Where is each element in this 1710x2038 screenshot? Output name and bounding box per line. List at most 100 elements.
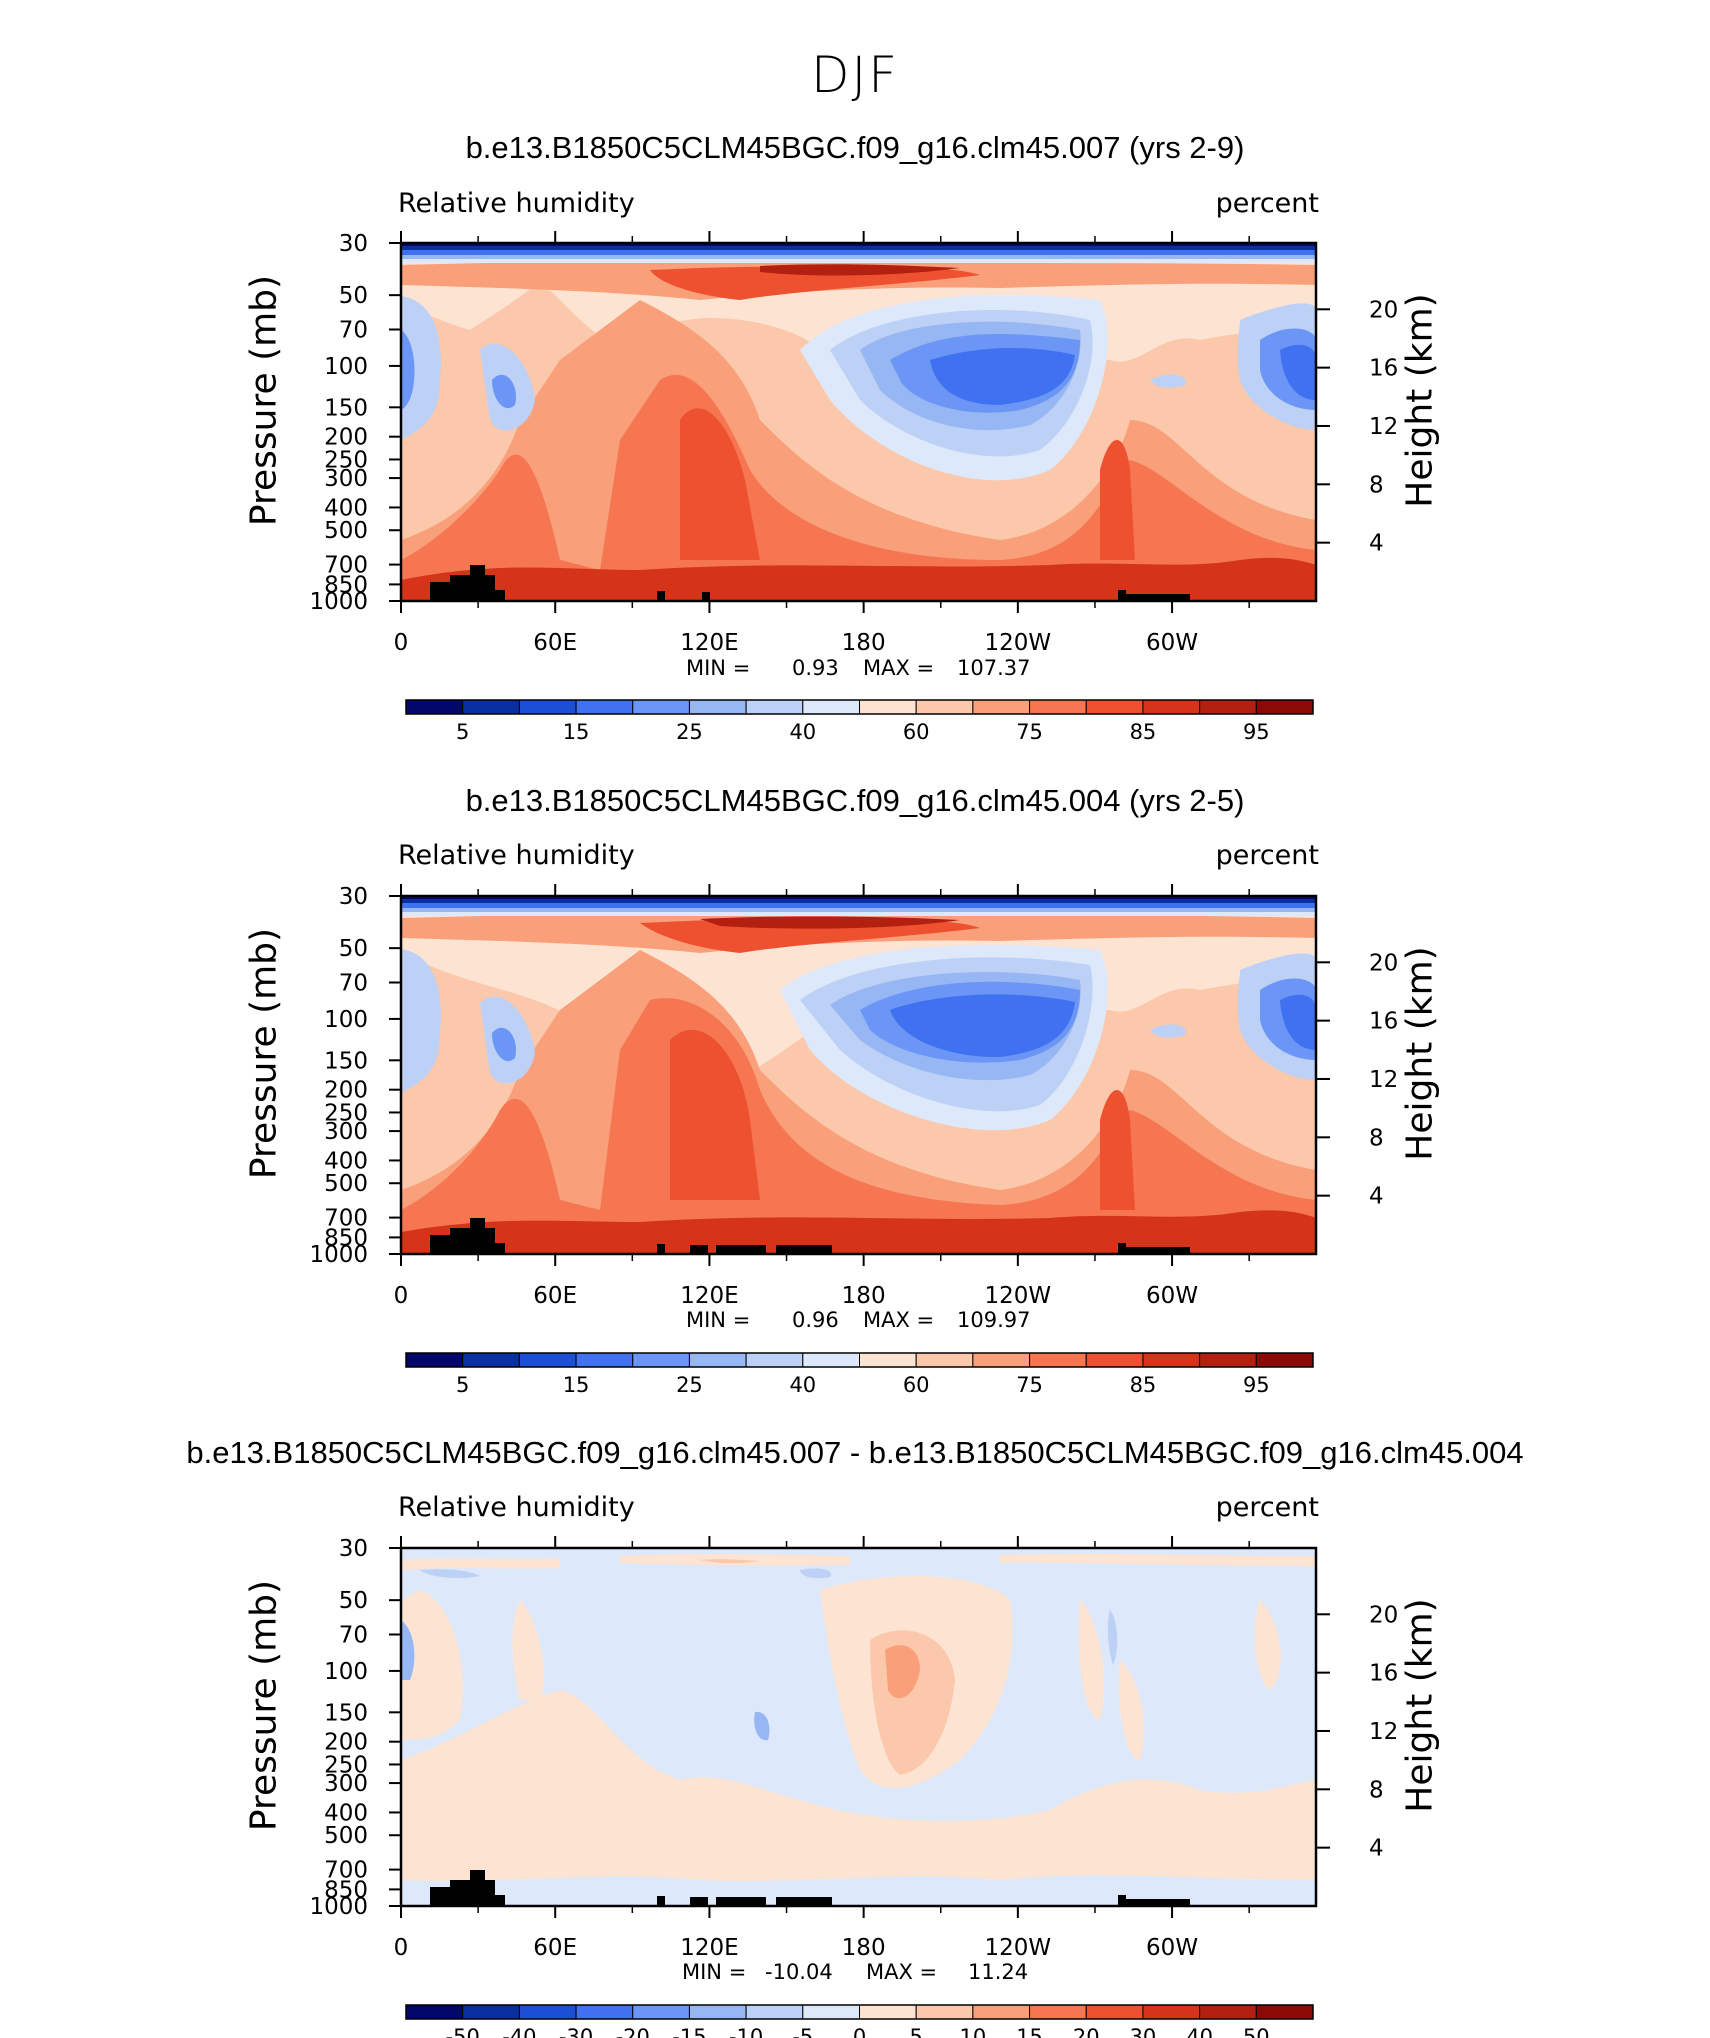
colorbar-swatch bbox=[1142, 2004, 1201, 2020]
colorbar-label: 25 bbox=[676, 720, 703, 744]
right-tick-label: 4 bbox=[1369, 1836, 1384, 1862]
y-tick-label: 70 bbox=[339, 1623, 368, 1649]
y-tick-label: 30 bbox=[339, 1536, 368, 1562]
colorbar-label: 75 bbox=[1016, 720, 1043, 744]
x-tick-label: 60W bbox=[1146, 1283, 1198, 1309]
y-tick-label: 850 bbox=[324, 572, 368, 598]
x-tick-label: 180 bbox=[842, 1935, 886, 1961]
colorbar-label: 20 bbox=[1073, 2025, 1100, 2038]
x-tick-label: 60E bbox=[533, 1283, 577, 1309]
x-tick-label: 180 bbox=[842, 1283, 886, 1309]
colorbar-swatch bbox=[575, 2004, 634, 2020]
colorbar-swatch bbox=[1199, 2004, 1257, 2020]
y-tick-label: 100 bbox=[324, 1659, 368, 1685]
y-tick-label: 200 bbox=[324, 1078, 368, 1104]
right-tick-label: 8 bbox=[1369, 472, 1384, 498]
colorbar-label: 15 bbox=[1016, 2025, 1043, 2038]
panel-1-max-value: 107.37 bbox=[957, 656, 1031, 680]
colorbar-label: -5 bbox=[792, 2025, 813, 2038]
colorbar-label: 75 bbox=[1016, 1373, 1043, 1397]
colorbar-label: 5 bbox=[910, 2025, 923, 2038]
y-tick-label: 200 bbox=[324, 1730, 368, 1756]
y-tick-label: 700 bbox=[324, 553, 368, 579]
figure-title: DJF bbox=[810, 46, 899, 104]
right-tick-label: 20 bbox=[1369, 1602, 1398, 1628]
y-tick-label: 300 bbox=[324, 1119, 368, 1145]
colorbar-frame bbox=[405, 1352, 1314, 1368]
colorbar-label: -30 bbox=[559, 2025, 593, 2038]
y-tick-label: 250 bbox=[324, 447, 368, 473]
y-tick-label: 500 bbox=[324, 518, 368, 544]
right-tick-label: 8 bbox=[1369, 1777, 1384, 1803]
panel-1-min-value: 0.93 bbox=[792, 656, 839, 680]
colorbar-label: 40 bbox=[789, 1373, 816, 1397]
right-tick-label: 4 bbox=[1369, 531, 1384, 557]
y-tick-label: 150 bbox=[324, 1700, 368, 1726]
x-tick-label: 60E bbox=[533, 1935, 577, 1961]
y-tick-label: 250 bbox=[324, 1100, 368, 1126]
panel-3-title: b.e13.B1850C5CLM45BGC.f09_g16.clm45.007 … bbox=[186, 1435, 1524, 1470]
x-tick-label: 120E bbox=[680, 1283, 738, 1309]
panel-3-min-value: -10.04 bbox=[765, 1960, 833, 1984]
colorbar-label: 5 bbox=[456, 720, 469, 744]
panel-1-min-label: MIN = bbox=[686, 656, 751, 680]
panel-2-min-label: MIN = bbox=[686, 1308, 751, 1332]
panel-3-plot-frame bbox=[399, 1546, 1318, 1908]
y-tick-label: 400 bbox=[324, 1800, 368, 1826]
x-tick-label: 120W bbox=[985, 1935, 1052, 1961]
y-tick-label: 150 bbox=[324, 1048, 368, 1074]
panel-3-contour-field bbox=[401, 1548, 1316, 1906]
x-tick-label: 120E bbox=[680, 630, 738, 656]
colorbar-label: 5 bbox=[456, 1373, 469, 1397]
colorbar-swatch bbox=[802, 2004, 860, 2020]
right-tick-label: 12 bbox=[1369, 1719, 1398, 1745]
right-tick-label: 4 bbox=[1369, 1184, 1384, 1210]
colorbar-swatch bbox=[462, 2004, 520, 2020]
colorbar-label: 40 bbox=[789, 720, 816, 744]
colorbar-swatch bbox=[688, 2004, 747, 2020]
colorbar-swatch bbox=[405, 2004, 464, 2020]
colorbar-label: 15 bbox=[563, 720, 590, 744]
colorbar-swatch bbox=[1255, 2004, 1314, 2020]
right-tick-label: 20 bbox=[1369, 950, 1398, 976]
panel-3-units-label: percent bbox=[1215, 1492, 1319, 1523]
y-tick-label: 50 bbox=[339, 1588, 368, 1614]
colorbar-frame bbox=[405, 2004, 1314, 2020]
panel-2-title: b.e13.B1850C5CLM45BGC.f09_g16.clm45.004 … bbox=[465, 783, 1245, 818]
y-tick-label: 500 bbox=[324, 1171, 368, 1197]
colorbar-label: 60 bbox=[903, 1373, 930, 1397]
colorbar-swatch bbox=[518, 2004, 577, 2020]
x-tick-label: 180 bbox=[842, 630, 886, 656]
x-tick-label: 0 bbox=[394, 1935, 409, 1961]
y-tick-label: 1000 bbox=[309, 1894, 368, 1920]
colorbar-label: 40 bbox=[1186, 2025, 1213, 2038]
panel-2-min-value: 0.96 bbox=[792, 1308, 839, 1332]
y-tick-label: 100 bbox=[324, 354, 368, 380]
x-tick-label: 60W bbox=[1146, 1935, 1198, 1961]
y-tick-label: 1000 bbox=[309, 1242, 368, 1268]
colorbar-label: 85 bbox=[1130, 1373, 1157, 1397]
right-tick-label: 16 bbox=[1369, 1009, 1398, 1035]
colorbar-label: 60 bbox=[903, 720, 930, 744]
x-tick-label: 0 bbox=[394, 1283, 409, 1309]
colorbar-label: -15 bbox=[672, 2025, 706, 2038]
y-tick-label: 70 bbox=[339, 318, 368, 344]
panel-1-contour-field bbox=[401, 243, 1316, 601]
colorbar-label: 30 bbox=[1130, 2025, 1157, 2038]
colorbar-label: -40 bbox=[502, 2025, 536, 2038]
colorbar-swatch bbox=[1085, 2004, 1144, 2020]
x-tick-label: 60W bbox=[1146, 630, 1198, 656]
panel-2-plot-frame bbox=[399, 894, 1318, 1256]
panel-3-variable-label: Relative humidity bbox=[398, 1492, 635, 1523]
y-tick-label: 300 bbox=[324, 466, 368, 492]
y-tick-label: 100 bbox=[324, 1007, 368, 1033]
panel-1-max-label: MAX = bbox=[863, 656, 935, 680]
panel-1-plot-frame bbox=[399, 241, 1318, 603]
y-tick-label: 200 bbox=[324, 425, 368, 451]
y-tick-label: 50 bbox=[339, 283, 368, 309]
y-tick-label: 300 bbox=[324, 1771, 368, 1797]
panel-2-variable-label: Relative humidity bbox=[398, 840, 635, 871]
